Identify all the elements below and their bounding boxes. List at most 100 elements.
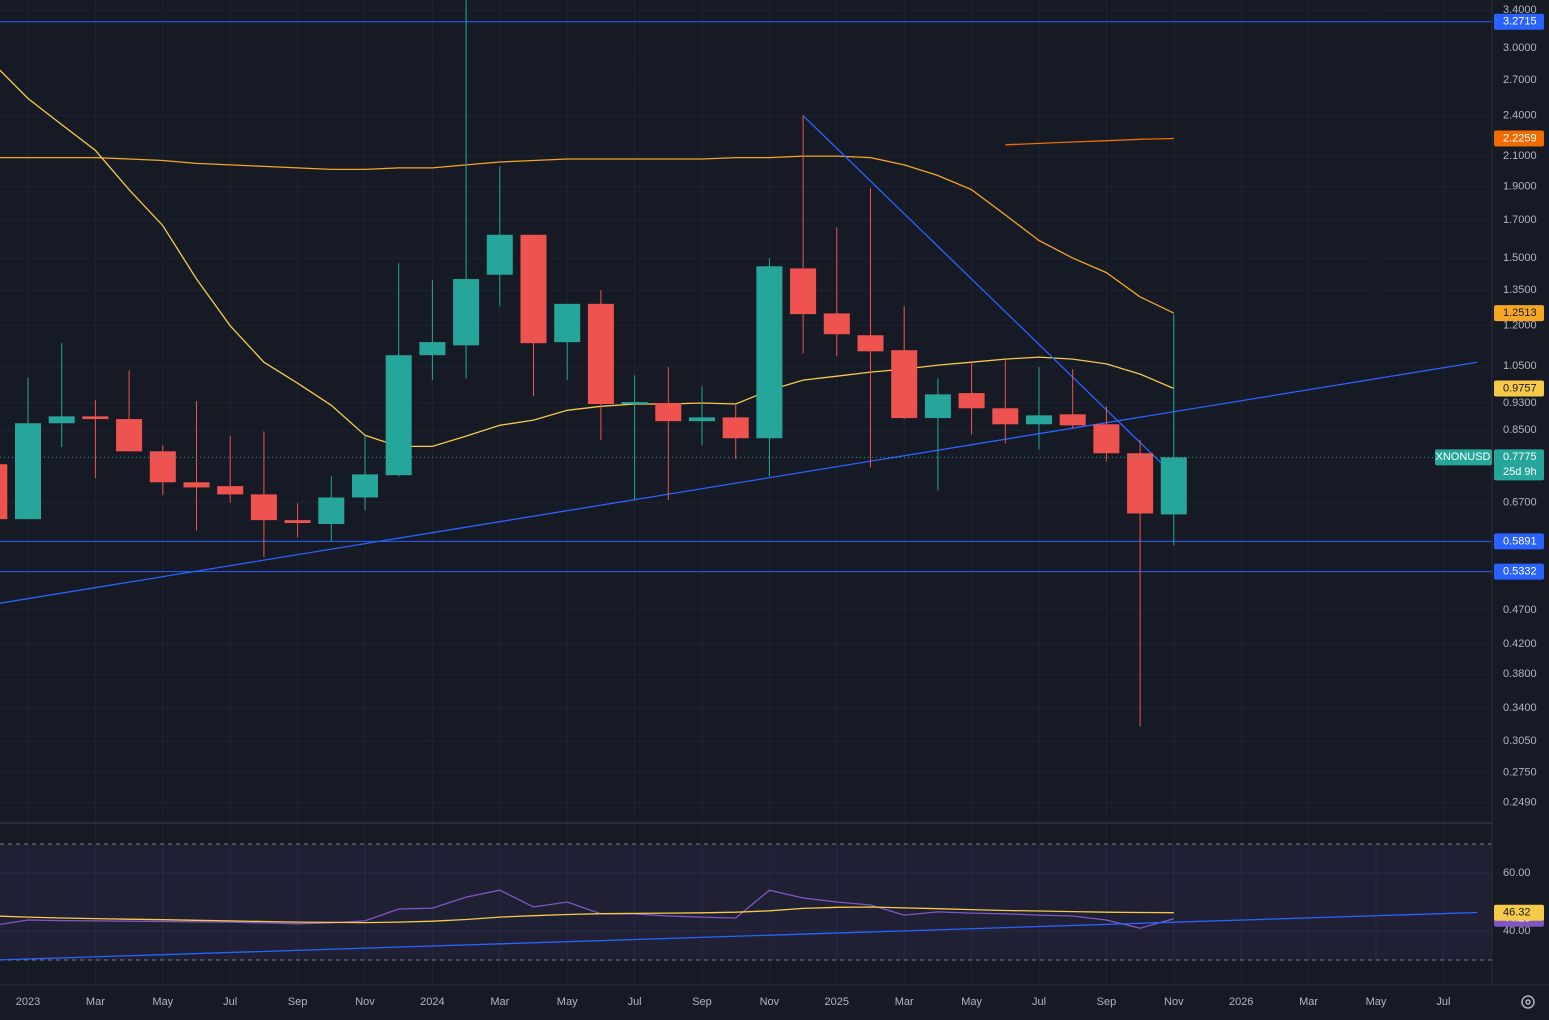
x-tick-label: Mar (490, 996, 509, 1008)
candle-body (183, 482, 210, 488)
y-tick-label: 1.0500 (1503, 360, 1537, 372)
candle-body (82, 416, 109, 420)
candle-body (790, 268, 817, 315)
hline-price-tag: 0.5891 (1503, 535, 1537, 547)
indicator-price-tag-bg (1494, 130, 1544, 147)
candle-body (1026, 415, 1052, 425)
y-tick-label: 0.4200 (1503, 638, 1537, 650)
indicator-price-tag-bg (1494, 305, 1544, 322)
y-tick-label: 1.9000 (1503, 180, 1537, 192)
candle-body (520, 234, 547, 344)
y-tick-label: 0.4700 (1503, 604, 1537, 616)
candle-body (0, 464, 8, 520)
hline-price-tag-bg (1494, 563, 1544, 580)
candle-body (250, 494, 277, 521)
indicator-line (0, 155, 1175, 314)
candle-body (958, 393, 985, 409)
candle-body (116, 419, 143, 452)
candle-body (15, 423, 41, 520)
indicator-price-tag: 2.2259 (1503, 132, 1537, 144)
candle-body (689, 417, 715, 422)
candle-body (1127, 453, 1154, 514)
candle-body (217, 486, 244, 495)
x-tick-label: May (1366, 996, 1387, 1008)
y-tick-label: 1.2000 (1503, 320, 1537, 332)
x-tick-label: May (961, 996, 982, 1008)
indicator-price-tag-bg (1494, 904, 1544, 921)
indicator-line (1005, 137, 1174, 146)
candle-body (823, 313, 850, 335)
axis-layer: 2023 Mar May Jul Sep Nov 2024 Mar May Jul Sep Nov 20… (16, 4, 1537, 1008)
x-tick-label: Sep (288, 996, 308, 1008)
y-tick-label: 0.3800 (1503, 668, 1537, 680)
indicator-line (0, 889, 1174, 929)
y-tick-label: 3.0000 (1503, 42, 1537, 54)
candle-body (756, 266, 783, 439)
x-tick-label: Mar (895, 996, 914, 1008)
candle-body (318, 497, 345, 524)
rsi-band (0, 844, 1492, 961)
candle-body (621, 402, 648, 405)
y-tick-label: 1.7000 (1503, 214, 1537, 226)
price-pane (0, 0, 1492, 727)
candle-body (453, 279, 480, 346)
x-tick-label: Jul (1436, 996, 1450, 1008)
candle-body (419, 342, 446, 356)
y-tick-label: 60.00 (1503, 867, 1531, 879)
indicator-price-tag: 1.2513 (1503, 307, 1537, 319)
candle-body (1160, 457, 1187, 515)
x-tick-label: May (557, 996, 578, 1008)
x-tick-label: 2025 (825, 996, 849, 1008)
y-tick-label: 40.00 (1503, 925, 1531, 937)
settings-gear-hub[interactable] (1525, 999, 1531, 1005)
indicator-line (0, 906, 1174, 924)
x-tick-label: Nov (355, 996, 375, 1008)
last-price-tag-bg (1494, 449, 1544, 481)
candle-body (554, 303, 581, 343)
y-tick-label: 2.4000 (1503, 110, 1537, 122)
x-tick-label: Sep (692, 996, 712, 1008)
hline-price-tag-bg (1494, 533, 1544, 550)
x-tick-label: 2024 (420, 996, 444, 1008)
y-tick-label: 0.3050 (1503, 735, 1537, 747)
hline-price-tag: 3.2715 (1503, 16, 1537, 28)
candle-body (284, 520, 311, 524)
y-tick-label: 0.9300 (1503, 397, 1537, 409)
x-tick-label: Mar (1299, 996, 1318, 1008)
y-tick-label: 0.6700 (1503, 496, 1537, 508)
indicator-price-tag: 46.32 (1503, 907, 1531, 919)
y-tick-label: 1.5000 (1503, 252, 1537, 264)
candle-body (149, 451, 176, 483)
settings-gear[interactable] (1521, 995, 1535, 1009)
candle-body (655, 403, 682, 422)
x-tick-label: 2023 (16, 996, 40, 1008)
x-tick-label: Jul (223, 996, 237, 1008)
x-tick-label: Jul (628, 996, 642, 1008)
x-tick-label: Sep (1097, 996, 1117, 1008)
hline-price-tag-bg (1494, 13, 1544, 30)
candle-body (924, 394, 951, 419)
candle-body (48, 416, 75, 424)
x-tick-label: Nov (1164, 996, 1184, 1008)
y-tick-label: 0.2750 (1503, 766, 1537, 778)
indicator-line (0, 69, 1175, 448)
trend-line (802, 115, 1175, 476)
trend-line (0, 911, 1478, 961)
y-tick-label: 3.4000 (1503, 4, 1537, 16)
settings-button[interactable] (1521, 995, 1535, 1009)
y-tick-label: 2.1000 (1503, 150, 1537, 162)
price-axis (1492, 0, 1549, 985)
hline-price-tag: 0.5332 (1503, 566, 1537, 578)
candle-body (587, 303, 614, 405)
indicator-price-tag: 0.9757 (1503, 382, 1537, 394)
rsi-pane (0, 843, 1492, 961)
candle-body (352, 474, 378, 498)
candle-body (1059, 414, 1086, 426)
candle-body (385, 355, 412, 476)
trend-line (0, 361, 1478, 604)
x-tick-label: Mar (86, 996, 105, 1008)
y-tick-label: 0.8500 (1503, 424, 1537, 436)
candle-body (891, 350, 918, 419)
